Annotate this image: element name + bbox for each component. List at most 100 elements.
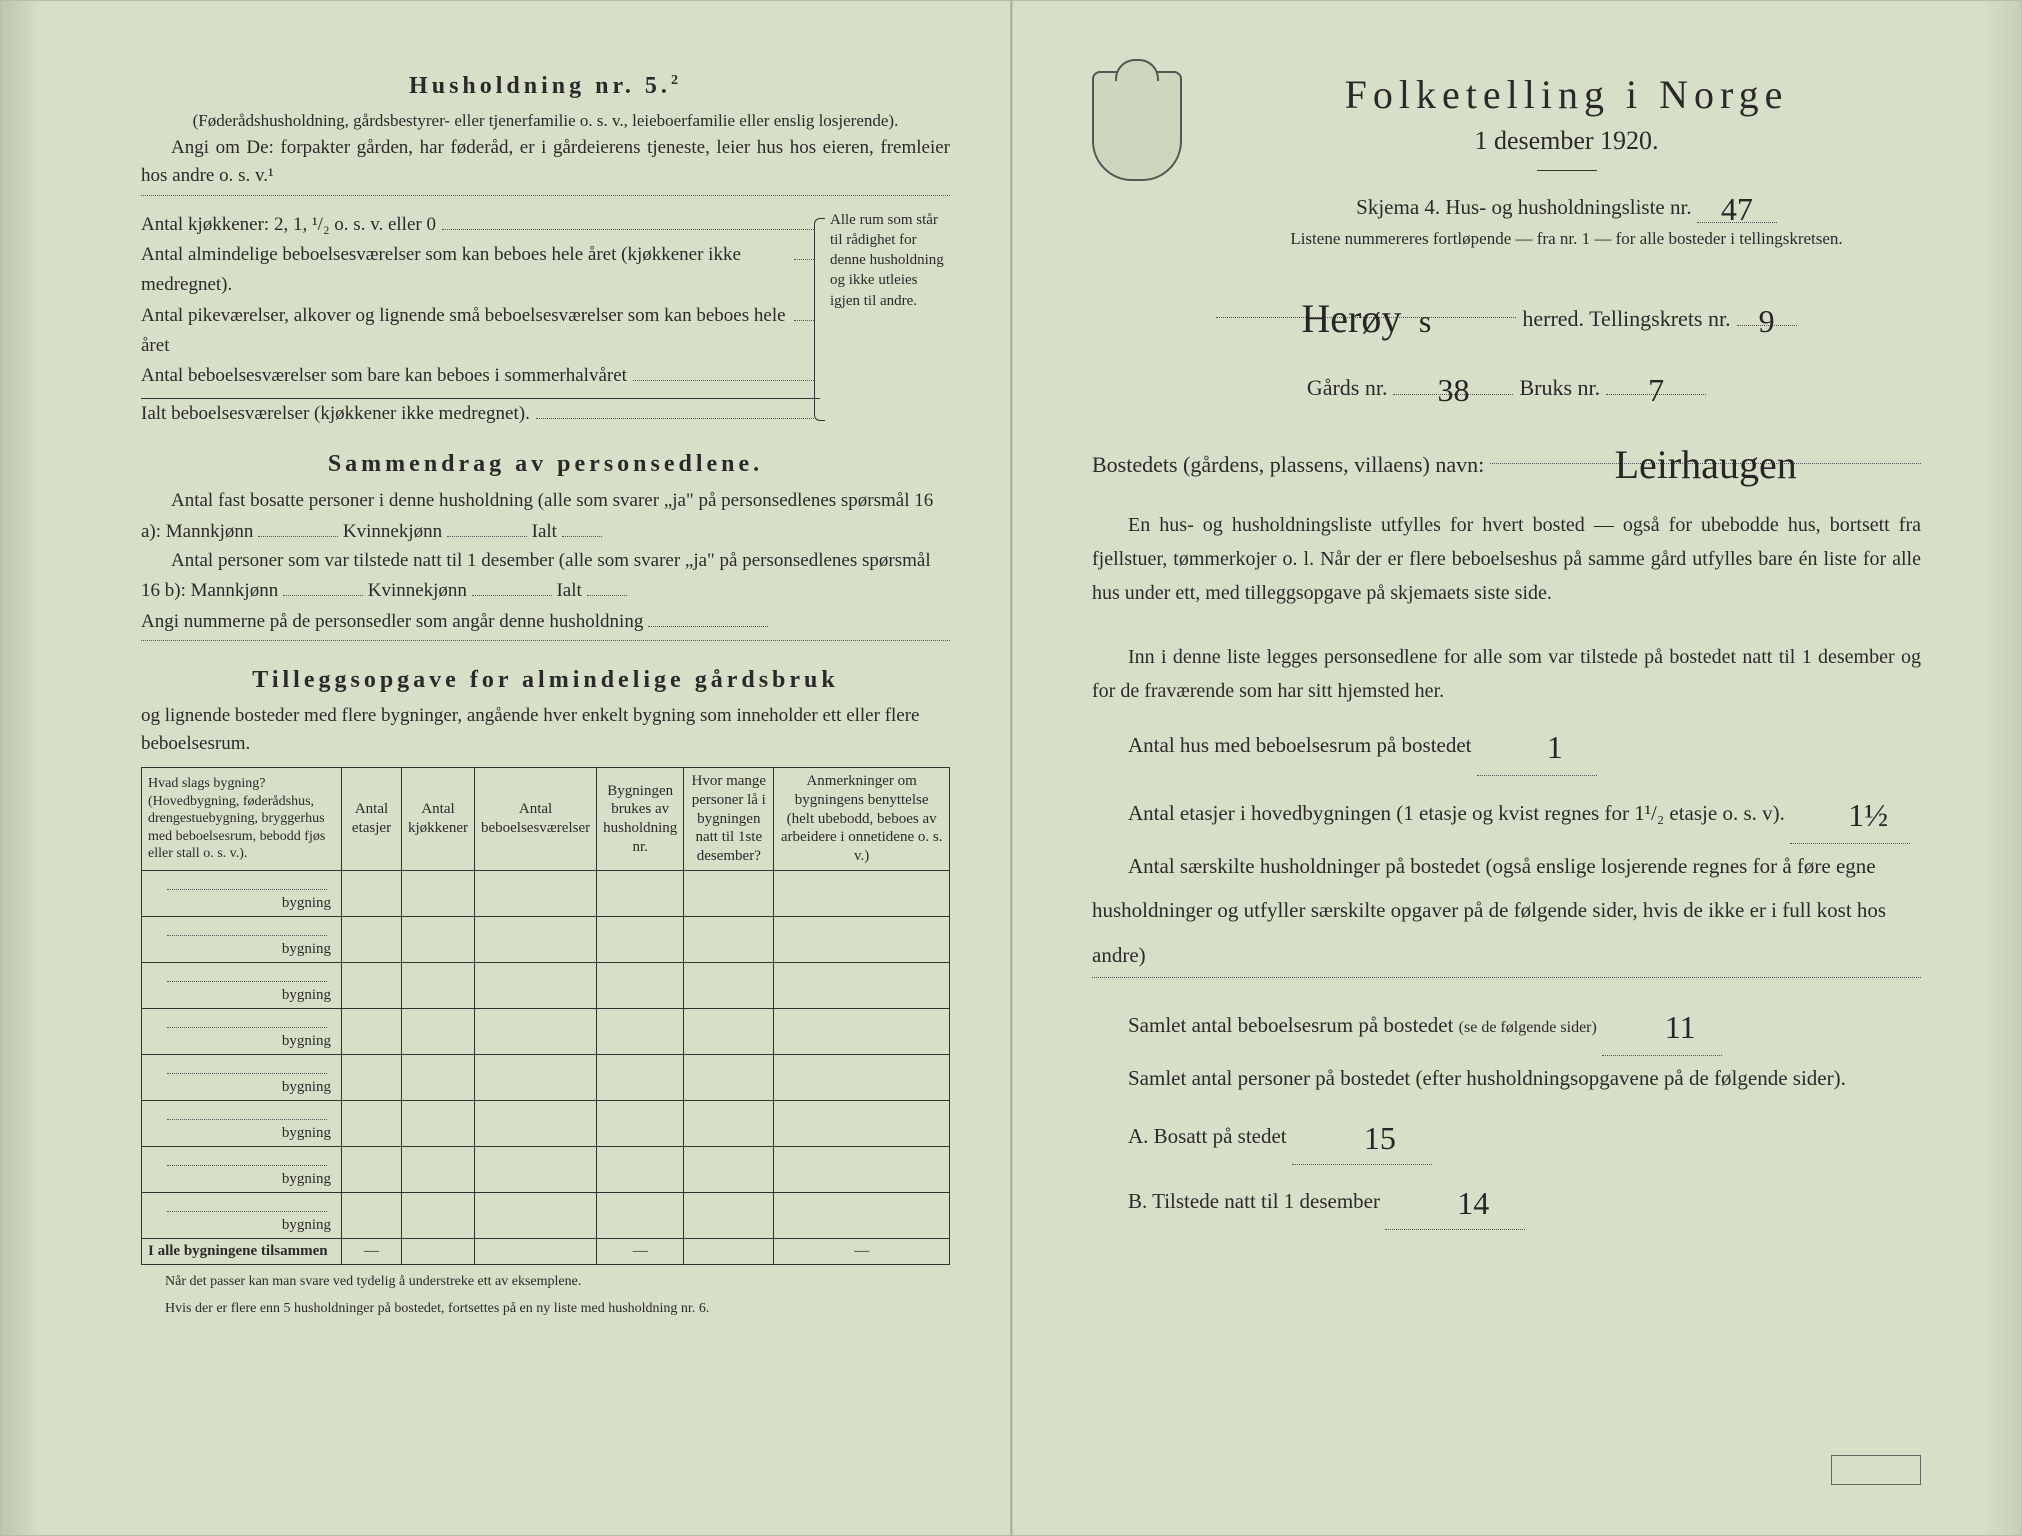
footnote-1: Når det passer kan man svare ved tydelig… (141, 1273, 950, 1292)
main-title: Folketelling i Norge (1212, 71, 1921, 118)
th-5: Bygningen brukes av husholdning nr. (597, 768, 684, 871)
empty-cell (774, 1008, 950, 1054)
s-ialt2: Ialt (556, 580, 581, 601)
table-row: bygning (142, 1100, 950, 1146)
herred-suffix-hand: s (1419, 303, 1431, 339)
empty-cell (684, 962, 774, 1008)
empty-cell (474, 1054, 596, 1100)
empty-cell (342, 1146, 402, 1192)
q4-small: (se de følgende sider) (1459, 1019, 1597, 1036)
th-2: Antal etasjer (342, 768, 402, 871)
empty-cell (342, 1008, 402, 1054)
empty-cell (474, 1008, 596, 1054)
bosted-label: Bostedets (gårdens, plassens, villaens) … (1092, 452, 1484, 478)
empty-cell (474, 1100, 596, 1146)
tillegg-intro: og lignende bosteder med flere bygninger… (141, 702, 950, 757)
empty-cell (402, 1054, 475, 1100)
empty-cell (402, 1100, 475, 1146)
qA-val: 15 (1364, 1120, 1396, 1156)
qB-val: 14 (1457, 1185, 1489, 1221)
empty-cell (474, 1192, 596, 1238)
brace-note: Alle rum som står til rådighet for denne… (820, 210, 950, 430)
husholdning-sup: 2 (671, 73, 682, 88)
table-row: bygning (142, 916, 950, 962)
empty-cell (402, 1008, 475, 1054)
empty-cell (597, 1008, 684, 1054)
q4: Samlet antal beboelsesrum på bostedet (1128, 1013, 1453, 1037)
table-row: bygning (142, 962, 950, 1008)
q2-val: 1½ (1848, 797, 1888, 833)
divider (1537, 170, 1597, 171)
th-1: Hvad slags bygning? (Hovedbygning, føder… (142, 768, 342, 871)
q1: Antal hus med beboelsesrum på bostedet (1128, 733, 1472, 757)
s-line3: Angi nummerne på de personsedler som ang… (141, 611, 643, 632)
krets-val: 9 (1759, 303, 1775, 339)
row-pike: Antal pikeværelser, alkover og lignende … (141, 301, 788, 362)
total-label: I alle bygningene tilsammen (142, 1238, 342, 1264)
empty-cell (342, 870, 402, 916)
left-page: Husholdning nr. 5.2 (Føderådshusholdning… (0, 0, 1011, 1536)
bygning-cell: bygning (142, 1100, 342, 1146)
empty-cell (342, 1192, 402, 1238)
table-row: bygning (142, 1054, 950, 1100)
empty-cell (597, 1100, 684, 1146)
bygning-table: Hvad slags bygning? (Hovedbygning, føder… (141, 767, 950, 1265)
sub-title: 1 desember 1920. (1212, 126, 1921, 156)
empty-cell (684, 1192, 774, 1238)
para2: Inn i denne liste legges personsedlene f… (1092, 640, 1921, 708)
row-kj: Antal kjøkkener: 2, 1, ¹/₂ o. s. v. elle… (141, 210, 436, 240)
table-row: bygning (142, 870, 950, 916)
table-row: bygning (142, 1192, 950, 1238)
dash: — (342, 1238, 402, 1264)
q5: Samlet antal personer på bostedet (efter… (1092, 1056, 1921, 1100)
empty-cell (597, 870, 684, 916)
center-fold (1011, 0, 1013, 1536)
empty-cell (684, 1008, 774, 1054)
title-row: Folketelling i Norge 1 desember 1920. Sk… (1092, 71, 1921, 249)
bygning-cell: bygning (142, 1192, 342, 1238)
empty-cell (474, 916, 596, 962)
empty-cell (474, 870, 596, 916)
empty-cell (474, 1146, 596, 1192)
empty-cell (774, 1146, 950, 1192)
empty-cell (402, 962, 475, 1008)
herred-val: Herøy (1301, 296, 1401, 341)
empty-cell (342, 1054, 402, 1100)
right-page: Folketelling i Norge 1 desember 1920. Sk… (1011, 0, 2022, 1536)
th-4: Antal beboelsesværelser (474, 768, 596, 871)
list-note: Listene nummereres fortløpende — fra nr.… (1212, 229, 1921, 249)
bruks-val: 7 (1648, 372, 1664, 408)
empty-cell (402, 1146, 475, 1192)
rooms-block: Antal kjøkkener: 2, 1, ¹/₂ o. s. v. elle… (141, 210, 950, 430)
row-alm: Antal almindelige beboelsesværelser som … (141, 240, 788, 301)
empty-cell (342, 962, 402, 1008)
empty-cell (342, 916, 402, 962)
gards-label: Gårds nr. (1307, 375, 1388, 401)
s-kv: Kvinnekjønn (343, 521, 442, 542)
empty-cell (774, 1192, 950, 1238)
gards-val: 38 (1437, 372, 1469, 408)
empty-cell (684, 870, 774, 916)
edge-shadow (1981, 1, 2021, 1535)
empty-cell (684, 1054, 774, 1100)
row-sommer: Antal beboelsesværelser som bare kan beb… (141, 361, 627, 391)
empty-cell (684, 1100, 774, 1146)
empty-cell (774, 1100, 950, 1146)
edge-shadow (1, 1, 41, 1535)
qA: A. Bosatt på stedet (1128, 1124, 1287, 1148)
bygning-cell: bygning (142, 916, 342, 962)
q4-val: 11 (1665, 1009, 1696, 1045)
bruks-label: Bruks nr. (1519, 375, 1600, 401)
s-ialt: Ialt (532, 521, 557, 542)
sammendrag-heading: Sammendrag av personsedlene. (141, 451, 950, 478)
empty-cell (684, 1146, 774, 1192)
empty-cell (597, 1192, 684, 1238)
th-3: Antal kjøkkener (402, 768, 475, 871)
row-ialt: Ialt beboelsesværelser (kjøkkener ikke m… (141, 399, 530, 429)
table-row: bygning (142, 1146, 950, 1192)
th-7: Anmerkninger om bygningens benyttelse (h… (774, 768, 950, 871)
blank-line (141, 640, 950, 641)
empty-cell (402, 870, 475, 916)
bosted-val: Leirhaugen (1615, 442, 1797, 487)
empty-cell (474, 962, 596, 1008)
